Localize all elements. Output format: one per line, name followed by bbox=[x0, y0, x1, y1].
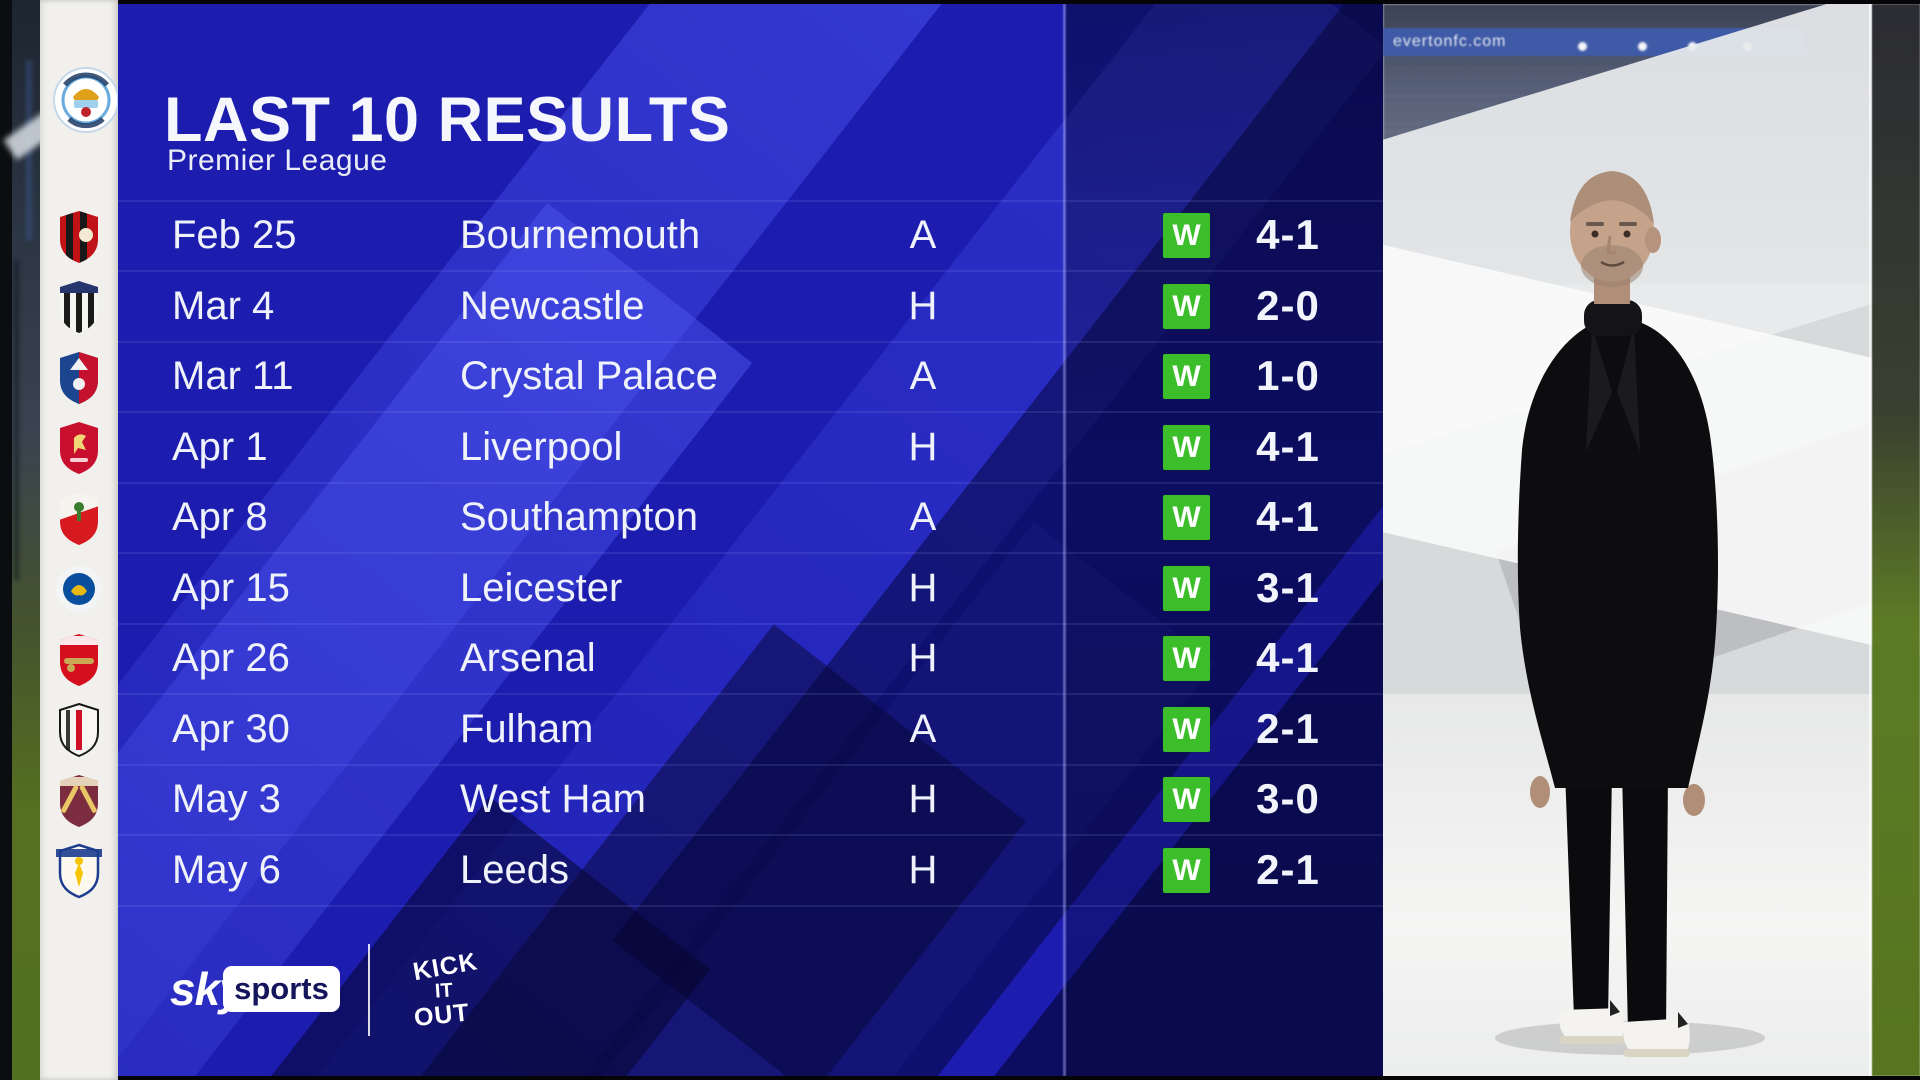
page-title: LAST 10 RESULTS bbox=[164, 85, 731, 155]
home-away-flag: H bbox=[908, 636, 938, 680]
match-date: Apr 1 bbox=[172, 425, 268, 469]
manchester-city-badge bbox=[53, 67, 119, 133]
home-away-flag: H bbox=[908, 425, 938, 469]
match-date: Feb 25 bbox=[172, 213, 297, 257]
sky-sports-logo-text: sports bbox=[234, 971, 329, 1006]
result-row: Apr 26 Arsenal H W 4-1 bbox=[118, 623, 1383, 693]
arsenal-crest bbox=[40, 632, 118, 688]
liverpool-crest bbox=[40, 420, 118, 476]
match-score: 1-0 bbox=[1256, 352, 1320, 399]
match-score: 2-1 bbox=[1256, 846, 1320, 893]
win-badge: W bbox=[1163, 636, 1210, 681]
match-score: 3-1 bbox=[1256, 564, 1320, 611]
bournemouth-crest bbox=[40, 209, 118, 265]
competition-subtitle: Premier League bbox=[167, 144, 388, 177]
crystal-palace-crest bbox=[40, 350, 118, 406]
result-row: Apr 1 Liverpool H W 4-1 bbox=[118, 412, 1383, 482]
opponent-name: Arsenal bbox=[460, 636, 596, 680]
floodlight bbox=[1578, 42, 1587, 51]
pep-guardiola-figure bbox=[1495, 171, 1765, 1057]
logo-separator bbox=[368, 944, 370, 1036]
result-row: Mar 11 Crystal Palace A W 1-0 bbox=[118, 341, 1383, 411]
match-date: May 3 bbox=[172, 777, 281, 821]
opponent-name: Liverpool bbox=[460, 425, 623, 469]
match-date: Apr 30 bbox=[172, 707, 290, 751]
home-away-flag: A bbox=[909, 495, 937, 539]
match-date: Apr 8 bbox=[172, 495, 268, 539]
win-badge: W bbox=[1163, 495, 1210, 540]
results-panel: LAST 10 RESULTS Premier League Feb 25 Bo… bbox=[118, 4, 1383, 1076]
club-badge-strip bbox=[40, 0, 119, 1080]
result-row: Apr 30 Fulham A W 2-1 bbox=[118, 694, 1383, 764]
floodlight bbox=[1638, 42, 1647, 51]
home-away-flag: H bbox=[908, 284, 938, 328]
sky-sports-logo: sports bbox=[223, 966, 340, 1012]
result-row: Mar 4 Newcastle H W 2-0 bbox=[118, 271, 1383, 341]
results-column-divider bbox=[1063, 4, 1066, 1076]
home-away-flag: A bbox=[909, 354, 937, 398]
opponent-name: Fulham bbox=[460, 707, 594, 751]
win-badge: W bbox=[1163, 284, 1210, 329]
win-badge: W bbox=[1163, 425, 1210, 470]
result-row: Apr 15 Leicester H W 3-1 bbox=[118, 553, 1383, 623]
win-badge: W bbox=[1163, 354, 1210, 399]
opponent-name: Southampton bbox=[460, 495, 698, 539]
right-screen-edge bbox=[1872, 4, 1920, 1076]
result-row: Feb 25 Bournemouth A W 4-1 bbox=[118, 200, 1383, 270]
opponent-name: West Ham bbox=[460, 777, 646, 821]
kick-it-out-logo: KICK IT OUT bbox=[411, 946, 481, 1032]
fulham-crest bbox=[40, 702, 118, 758]
opponent-name: Crystal Palace bbox=[460, 354, 718, 398]
leicester-crest bbox=[40, 561, 118, 617]
leeds-crest bbox=[40, 843, 118, 899]
opponent-name: Leicester bbox=[460, 566, 623, 610]
win-badge: W bbox=[1163, 707, 1210, 752]
home-away-flag: H bbox=[908, 848, 938, 892]
win-badge: W bbox=[1163, 213, 1210, 258]
result-row: May 3 West Ham H W 3-0 bbox=[118, 764, 1383, 834]
match-date: May 6 bbox=[172, 848, 281, 892]
match-score: 2-0 bbox=[1256, 282, 1320, 329]
home-away-flag: A bbox=[909, 213, 937, 257]
stadium-ad-text: evertonfc.com bbox=[1393, 33, 1507, 50]
win-badge: W bbox=[1163, 566, 1210, 611]
match-score: 4-1 bbox=[1256, 634, 1320, 681]
home-away-flag: H bbox=[908, 777, 938, 821]
manager-photo: evertonfc.com bbox=[1383, 4, 1920, 1076]
win-badge: W bbox=[1163, 777, 1210, 822]
match-score: 2-1 bbox=[1256, 705, 1320, 752]
left-screen-edge bbox=[0, 0, 40, 1080]
southampton-crest bbox=[40, 491, 118, 547]
match-score: 4-1 bbox=[1256, 423, 1320, 470]
opponent-name: Leeds bbox=[460, 848, 569, 892]
match-date: Apr 15 bbox=[172, 566, 290, 610]
win-badge: W bbox=[1163, 848, 1210, 893]
match-date: Mar 11 bbox=[172, 354, 294, 398]
match-score: 3-0 bbox=[1256, 775, 1320, 822]
newcastle-crest bbox=[40, 279, 118, 335]
match-score: 4-1 bbox=[1256, 211, 1320, 258]
match-date: Apr 26 bbox=[172, 636, 290, 680]
home-away-flag: H bbox=[908, 566, 938, 610]
west-ham-crest bbox=[40, 773, 118, 829]
opponent-name: Bournemouth bbox=[460, 213, 701, 257]
result-row: Apr 8 Southampton A W 4-1 bbox=[118, 482, 1383, 552]
home-away-flag: A bbox=[909, 707, 937, 751]
opponent-name: Newcastle bbox=[460, 284, 645, 328]
result-row: May 6 Leeds H W 2-1 bbox=[118, 835, 1383, 905]
match-date: Mar 4 bbox=[172, 284, 275, 328]
match-score: 4-1 bbox=[1256, 493, 1320, 540]
left-black-bar bbox=[0, 0, 12, 1080]
